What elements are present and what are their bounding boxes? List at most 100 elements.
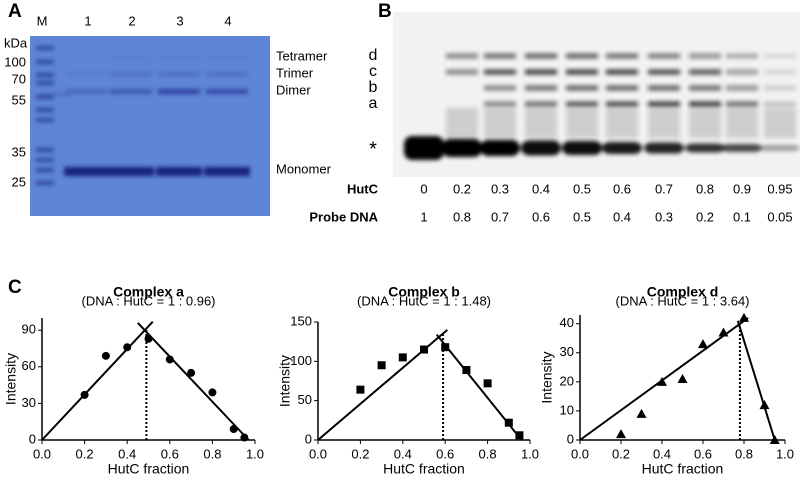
gel-b-bands bbox=[404, 53, 800, 160]
lane-label: 3 bbox=[176, 13, 183, 28]
dimer-band bbox=[66, 89, 108, 94]
complex-band bbox=[648, 101, 680, 107]
free-probe bbox=[644, 142, 684, 154]
complex-band bbox=[764, 53, 796, 59]
row-value: 0.4 bbox=[613, 209, 631, 224]
y-tick-label: 30 bbox=[22, 395, 36, 410]
ladder-band bbox=[36, 108, 54, 112]
data-point bbox=[441, 343, 450, 352]
tetramer-band bbox=[66, 57, 108, 60]
ladder-band bbox=[36, 181, 54, 185]
y-tick-label: 150 bbox=[290, 313, 312, 328]
marker-size: 55 bbox=[12, 92, 26, 107]
complex-label: c bbox=[369, 63, 377, 80]
x-tick-label: 1.0 bbox=[521, 446, 539, 461]
row-value: 0.8 bbox=[696, 181, 714, 196]
lane-label: 4 bbox=[224, 13, 231, 28]
free-probe bbox=[760, 145, 800, 151]
complex-band bbox=[648, 85, 680, 91]
trimer-band bbox=[158, 72, 200, 76]
complex-band bbox=[648, 53, 680, 59]
band-label: Trimer bbox=[276, 65, 314, 80]
smear bbox=[484, 108, 516, 138]
x-tick-label: 0.4 bbox=[653, 446, 671, 461]
x-tick-label: 0.0 bbox=[571, 446, 589, 461]
complex-band bbox=[689, 85, 721, 91]
row-value: 0.7 bbox=[655, 181, 673, 196]
ladder-band bbox=[36, 118, 54, 122]
complex-band bbox=[446, 69, 478, 75]
monomer-band bbox=[156, 167, 202, 176]
free-probe bbox=[442, 139, 482, 157]
band-label: Tetramer bbox=[276, 48, 328, 63]
data-point bbox=[636, 408, 647, 418]
data-point bbox=[208, 388, 217, 397]
smear bbox=[446, 108, 478, 138]
row-label: Probe DNA bbox=[309, 209, 378, 224]
x-tick-label: 0.6 bbox=[436, 446, 454, 461]
x-tick-label: 1.0 bbox=[246, 446, 264, 461]
trimer-band bbox=[206, 72, 248, 76]
row-value: 0.6 bbox=[532, 209, 550, 224]
smear bbox=[764, 108, 796, 138]
row-value: 0.3 bbox=[655, 209, 673, 224]
y-axis-label: Intensity bbox=[539, 351, 555, 403]
x-tick-label: 0.4 bbox=[394, 446, 412, 461]
marker-size: 35 bbox=[12, 144, 26, 159]
y-tick-label: 60 bbox=[22, 358, 36, 373]
x-tick-label: 0.8 bbox=[479, 446, 497, 461]
chart-title: Complex b bbox=[388, 284, 460, 300]
y-tick-label: 10 bbox=[560, 402, 574, 417]
chart-title: Complex d bbox=[647, 284, 719, 300]
complex-band bbox=[525, 53, 557, 59]
data-point bbox=[677, 373, 688, 383]
marker-size: 25 bbox=[12, 174, 26, 189]
data-point bbox=[165, 355, 174, 364]
complex-band bbox=[726, 69, 758, 75]
lane-label: M bbox=[37, 13, 48, 28]
chart-title: Complex a bbox=[113, 284, 184, 300]
data-point bbox=[698, 339, 708, 349]
x-tick-label: 0.4 bbox=[118, 446, 136, 461]
chart-subtitle: (DNA : HutC = 1 : 0.96) bbox=[81, 293, 215, 308]
fit-line bbox=[736, 320, 776, 441]
data-point bbox=[356, 385, 365, 394]
data-point bbox=[377, 361, 386, 370]
complex-label: d bbox=[369, 47, 378, 64]
data-point bbox=[240, 433, 249, 442]
row-value: 0.9 bbox=[733, 181, 751, 196]
data-point bbox=[515, 431, 524, 440]
complex-band bbox=[606, 85, 638, 91]
complex-band bbox=[606, 101, 638, 107]
tetramer-band bbox=[158, 57, 200, 60]
data-point bbox=[616, 429, 626, 439]
row-value: 0.2 bbox=[696, 209, 714, 224]
fit-line bbox=[137, 322, 250, 441]
y-tick-label: 40 bbox=[560, 315, 574, 330]
data-point bbox=[144, 334, 153, 343]
free-probe bbox=[722, 144, 762, 152]
complex-band bbox=[566, 101, 598, 107]
data-point bbox=[123, 343, 132, 352]
y-tick-label: 100 bbox=[290, 353, 312, 368]
x-tick-label: 0.2 bbox=[612, 446, 630, 461]
x-tick-label: 1.0 bbox=[776, 446, 794, 461]
complex-band bbox=[689, 53, 721, 59]
x-axis-label: HutC fraction bbox=[108, 461, 190, 477]
data-point bbox=[229, 425, 238, 434]
complex-band bbox=[484, 53, 516, 59]
data-point bbox=[718, 327, 729, 337]
marker-size: 100 bbox=[4, 54, 26, 69]
complex-band bbox=[566, 85, 598, 91]
data-point bbox=[504, 418, 513, 427]
complex-label: a bbox=[369, 95, 378, 112]
smear bbox=[566, 108, 598, 138]
smear bbox=[689, 108, 721, 138]
free-probe bbox=[602, 142, 642, 154]
row-value: 0.6 bbox=[613, 181, 631, 196]
row-value: 0.5 bbox=[573, 181, 591, 196]
row-value: 0.7 bbox=[491, 209, 509, 224]
smear bbox=[606, 108, 638, 138]
complex-band bbox=[689, 101, 721, 107]
